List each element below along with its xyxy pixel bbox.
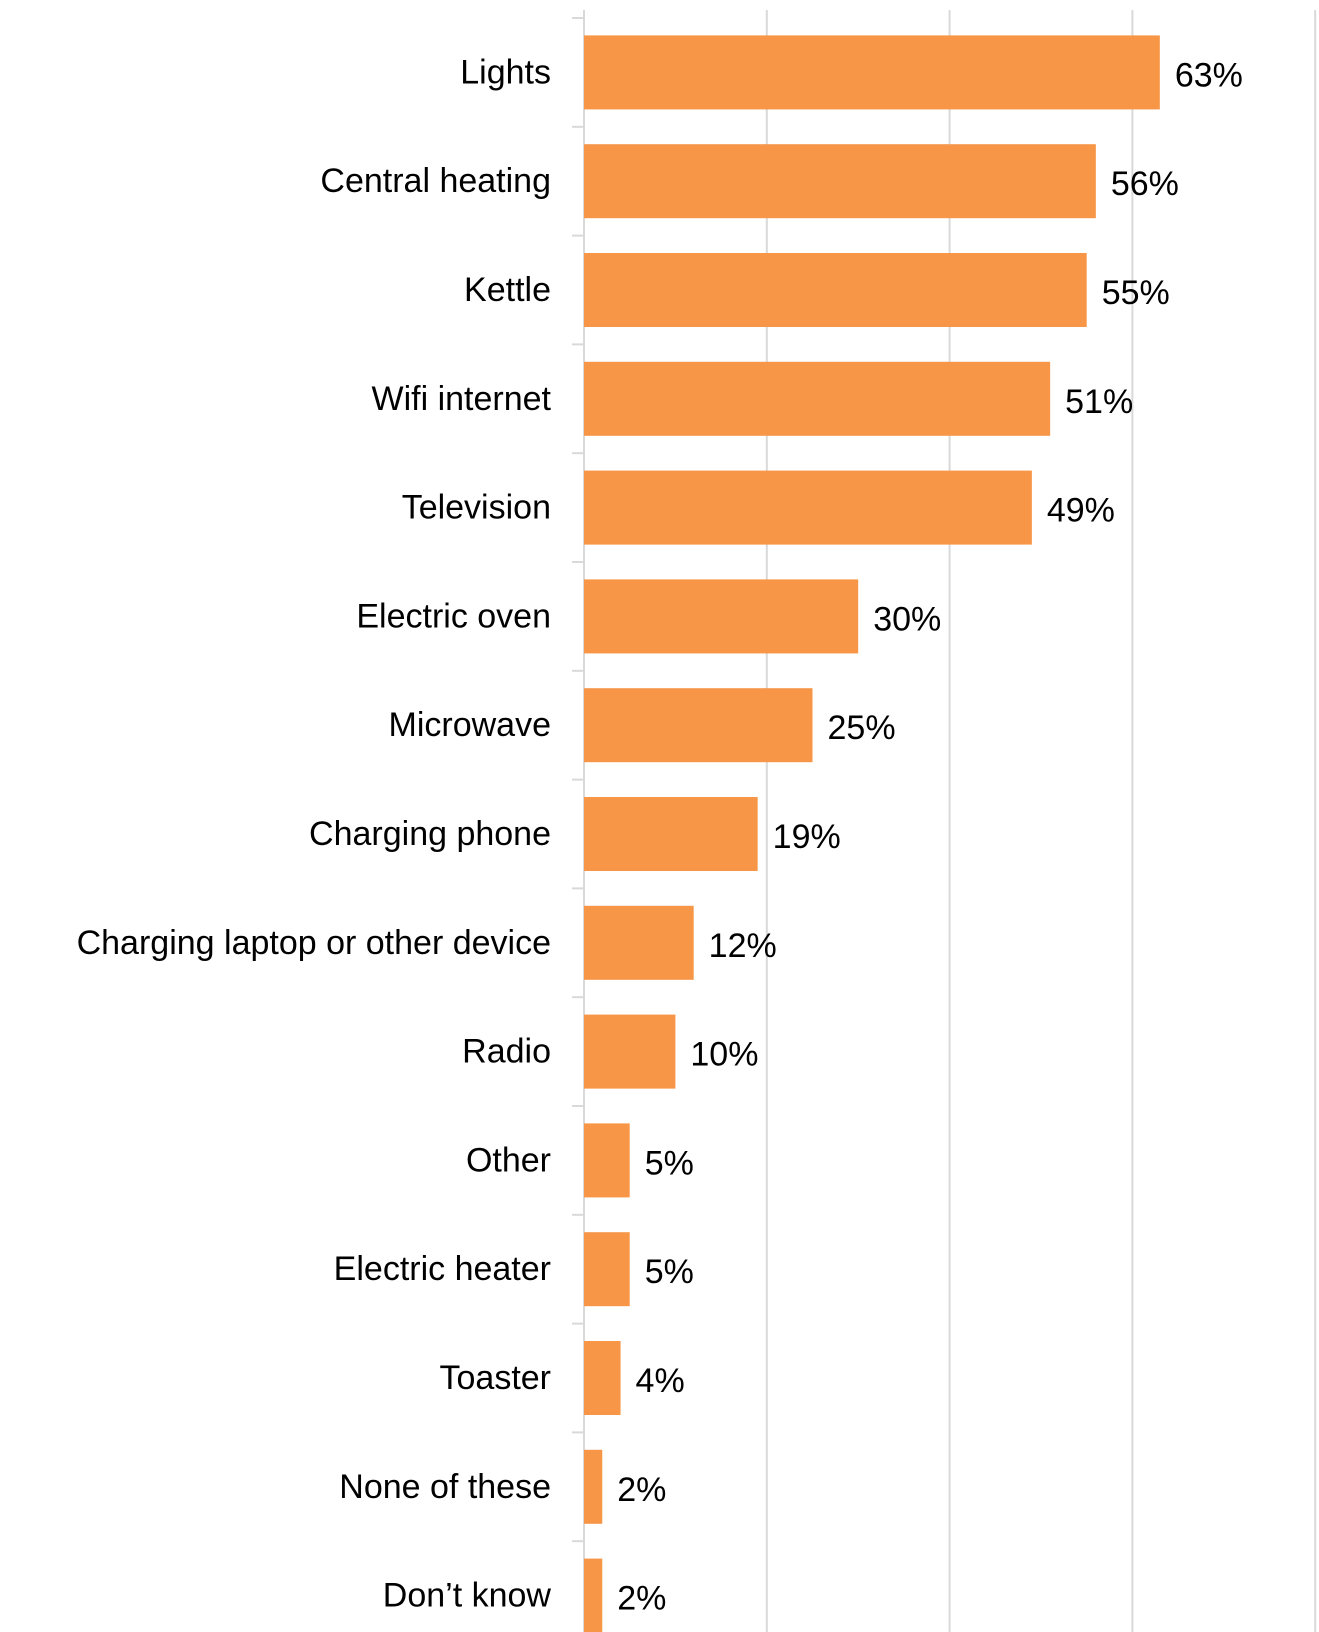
category-label-14: Don’t know xyxy=(383,1577,552,1615)
data-label-13: 2% xyxy=(617,1471,666,1509)
bar-11 xyxy=(584,1232,630,1307)
bar-10 xyxy=(584,1123,630,1198)
data-label-14: 2% xyxy=(617,1580,666,1618)
bar-1 xyxy=(584,144,1096,219)
category-axis xyxy=(572,10,585,1632)
bar-14 xyxy=(584,1558,603,1632)
bar-2 xyxy=(584,253,1087,327)
data-label-6: 25% xyxy=(828,709,896,747)
category-label-12: Toaster xyxy=(440,1359,552,1397)
bar-4 xyxy=(584,470,1032,545)
category-label-4: Television xyxy=(402,489,551,527)
data-label-11: 5% xyxy=(645,1253,694,1291)
category-label-10: Other xyxy=(466,1141,551,1179)
data-label-2: 55% xyxy=(1102,274,1170,312)
data-label-1: 56% xyxy=(1111,165,1179,203)
bar-13 xyxy=(584,1449,603,1524)
category-label-2: Kettle xyxy=(464,271,551,309)
category-label-7: Charging phone xyxy=(309,815,551,853)
category-label-9: Radio xyxy=(462,1033,551,1071)
bar-8 xyxy=(584,905,694,980)
data-label-12: 4% xyxy=(636,1362,685,1400)
data-label-8: 12% xyxy=(709,927,777,965)
bar-5 xyxy=(584,579,859,654)
data-label-9: 10% xyxy=(690,1036,758,1074)
category-label-13: None of these xyxy=(339,1468,551,1506)
category-label-11: Electric heater xyxy=(334,1250,551,1288)
data-label-3: 51% xyxy=(1065,383,1133,421)
bar-9 xyxy=(584,1014,676,1089)
bar-3 xyxy=(584,361,1051,436)
bar-12 xyxy=(584,1341,621,1415)
category-label-1: Central heating xyxy=(320,162,551,200)
data-label-5: 30% xyxy=(873,600,941,638)
bar-0 xyxy=(584,35,1160,110)
category-label-6: Microwave xyxy=(389,706,551,744)
data-label-10: 5% xyxy=(645,1144,694,1182)
data-label-0: 63% xyxy=(1175,56,1243,94)
bar-6 xyxy=(584,688,813,763)
category-label-8: Charging laptop or other device xyxy=(77,924,551,962)
bars xyxy=(584,35,1160,1632)
labels: Lights 63% Central heating 56% Kettle 55% Wifi… xyxy=(77,53,1243,1617)
category-label-3: Wifi internet xyxy=(372,380,552,418)
bar-7 xyxy=(584,797,758,871)
data-label-4: 49% xyxy=(1047,492,1115,530)
category-label-0: Lights xyxy=(460,53,551,91)
category-label-5: Electric oven xyxy=(356,597,551,635)
data-label-7: 19% xyxy=(773,818,841,856)
